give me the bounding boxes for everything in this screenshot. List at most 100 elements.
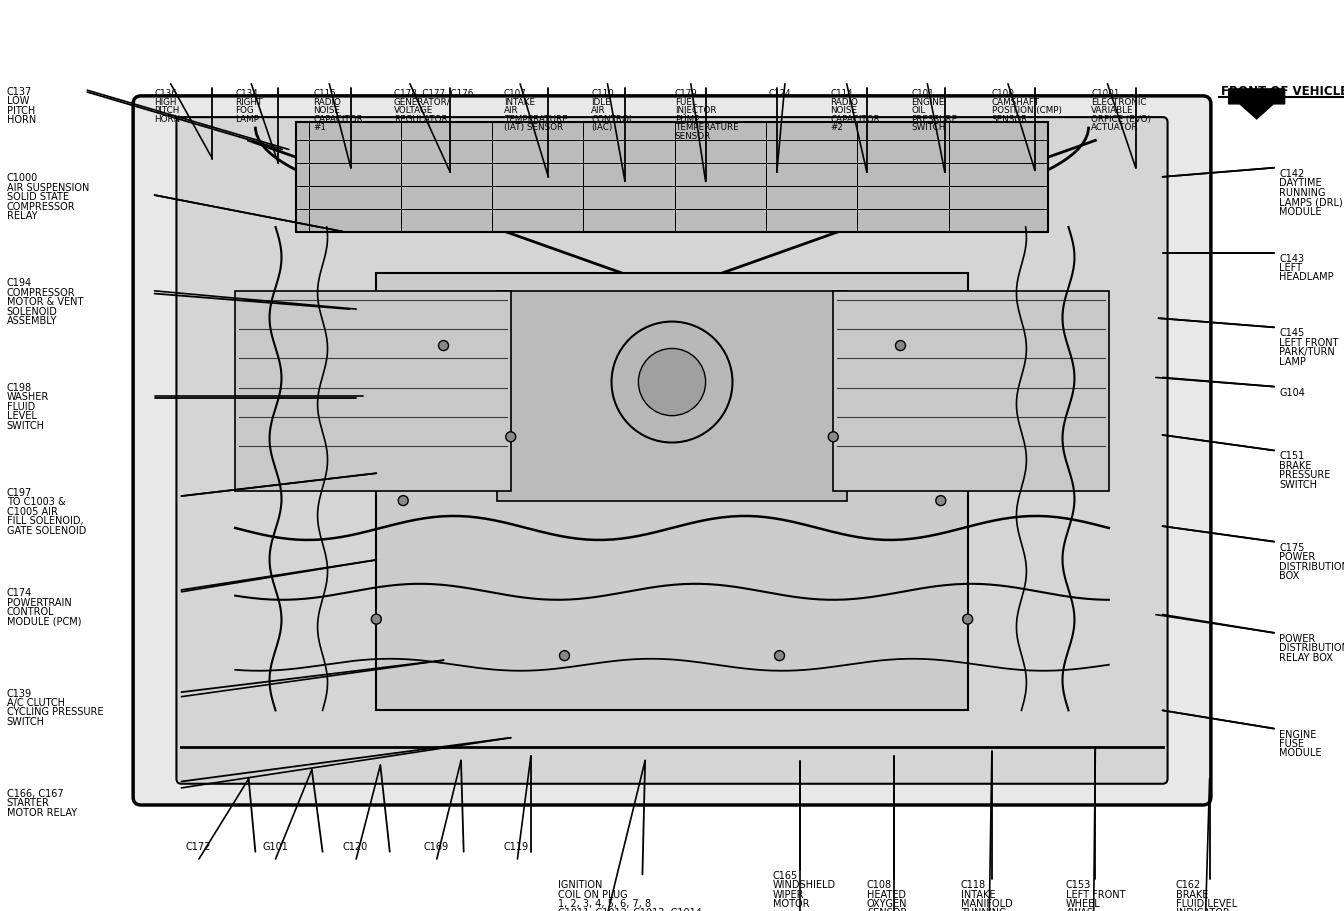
Text: TO C1003 &: TO C1003 & [7,496,66,507]
Text: HORN: HORN [7,115,36,125]
Text: C162: C162 [1176,879,1202,889]
Text: C119: C119 [504,841,530,851]
Text: MODULE: MODULE [1279,206,1322,216]
Text: WINDSHIELD: WINDSHIELD [773,879,836,889]
Text: REGULATOR: REGULATOR [394,115,448,124]
Text: MOTOR: MOTOR [773,898,809,908]
Text: 4WAS: 4WAS [1066,907,1094,911]
Text: HEADLAMP: HEADLAMP [1279,272,1335,282]
Text: C107: C107 [504,89,527,98]
Text: RELAY: RELAY [7,210,38,220]
Text: TEMPERATURE: TEMPERATURE [675,123,738,132]
Circle shape [371,615,382,624]
Text: LEVEL: LEVEL [7,411,36,421]
Text: 1, 2, 3, 4, 5, 6, 7, 8: 1, 2, 3, 4, 5, 6, 7, 8 [558,898,650,908]
Text: COIL ON PLUG: COIL ON PLUG [558,888,628,898]
Text: PITCH: PITCH [155,107,180,116]
Text: BOX: BOX [1279,570,1300,580]
Text: C1005 AIR: C1005 AIR [7,507,58,517]
Text: OXYGEN: OXYGEN [867,898,907,908]
Text: LEFT FRONT: LEFT FRONT [1066,888,1125,898]
Text: NOISE: NOISE [313,107,340,116]
Text: C118: C118 [961,879,986,889]
Text: LEFT FRONT: LEFT FRONT [1279,337,1339,347]
Text: SOLID STATE: SOLID STATE [7,192,69,202]
Text: RELAY BOX: RELAY BOX [1279,652,1333,662]
Text: INTAKE: INTAKE [504,97,535,107]
Text: POWER: POWER [1279,633,1316,643]
Text: G101: G101 [262,841,288,851]
Text: MODULE: MODULE [1279,748,1322,758]
Circle shape [774,651,785,660]
Circle shape [935,496,946,506]
Text: FUSE: FUSE [1279,738,1305,748]
Text: C142: C142 [1279,169,1305,179]
FancyBboxPatch shape [176,118,1168,783]
Text: INDICATOR: INDICATOR [1176,907,1230,911]
Text: RADIO: RADIO [313,97,341,107]
Text: DISTRIBUTION: DISTRIBUTION [1279,642,1344,652]
Text: RADIO: RADIO [831,97,859,107]
Text: C178, C177, C176: C178, C177, C176 [394,89,473,98]
Text: A/C CLUTCH: A/C CLUTCH [7,697,65,707]
Text: C108: C108 [867,879,892,889]
Text: GENERATOR/: GENERATOR/ [394,97,450,107]
Text: PUMP: PUMP [675,115,699,124]
Text: #1: #1 [313,123,327,132]
Text: CONTROL: CONTROL [7,607,54,617]
Text: C165: C165 [773,870,798,880]
Text: WIPER: WIPER [773,889,804,899]
Text: C1011, C1012, C1013, C1014,: C1011, C1012, C1013, C1014, [558,907,704,911]
Circle shape [559,651,570,660]
Text: ENGINE: ENGINE [911,97,945,107]
Text: VARIABLE: VARIABLE [1091,107,1134,116]
Text: C136: C136 [155,89,177,98]
Circle shape [638,349,706,416]
Text: LAMP: LAMP [1279,356,1306,366]
Text: AIR: AIR [504,107,519,116]
Text: CAMSHAFT: CAMSHAFT [992,97,1040,107]
Text: CYCLING PRESSURE: CYCLING PRESSURE [7,707,103,717]
Text: LAMP: LAMP [235,115,259,124]
Text: G104: G104 [1279,387,1305,397]
Text: PITCH: PITCH [7,106,35,116]
Text: C151: C151 [1279,451,1305,461]
Text: LEFT: LEFT [1279,262,1302,272]
Text: MODULE (PCM): MODULE (PCM) [7,616,81,626]
Text: SWITCH: SWITCH [7,420,44,430]
Text: TUNNING: TUNNING [961,907,1007,911]
Text: ACTUATOR: ACTUATOR [1091,123,1138,132]
Text: FUEL: FUEL [675,97,696,107]
Text: SENSOR: SENSOR [867,907,907,911]
Text: FLUID: FLUID [7,402,35,412]
Text: LAMPS (DRL): LAMPS (DRL) [1279,197,1343,207]
Text: CONTROL: CONTROL [591,115,634,124]
Text: C143: C143 [1279,253,1305,263]
Text: C194: C194 [7,278,32,288]
Circle shape [398,496,409,506]
Text: COMPRESSOR: COMPRESSOR [7,201,75,211]
Text: ASSEMBLY: ASSEMBLY [7,315,56,325]
FancyBboxPatch shape [133,97,1211,805]
Text: C115: C115 [313,89,336,98]
Circle shape [612,322,732,443]
Text: #2: #2 [831,123,844,132]
Circle shape [895,342,906,351]
Text: SENSOR: SENSOR [992,115,1028,124]
Text: DISTRIBUTION: DISTRIBUTION [1279,561,1344,571]
Text: (IAC): (IAC) [591,123,613,132]
Text: PRESSURE: PRESSURE [911,115,957,124]
Text: C169: C169 [423,841,449,851]
Text: FILL SOLENOID,: FILL SOLENOID, [7,516,83,526]
Text: (IAT) SENSOR: (IAT) SENSOR [504,123,563,132]
Text: MANIFOLD: MANIFOLD [961,898,1013,908]
Text: INTAKE: INTAKE [961,888,996,898]
Text: POWER: POWER [1279,551,1316,561]
Text: STARTER: STARTER [7,797,50,807]
Text: VOLTAGE: VOLTAGE [394,107,433,116]
Text: SENSOR: SENSOR [675,132,711,140]
Text: RUNNING: RUNNING [1279,188,1327,198]
Text: CAPACITOR: CAPACITOR [831,115,880,124]
Circle shape [438,342,449,351]
Text: C101: C101 [911,89,934,98]
